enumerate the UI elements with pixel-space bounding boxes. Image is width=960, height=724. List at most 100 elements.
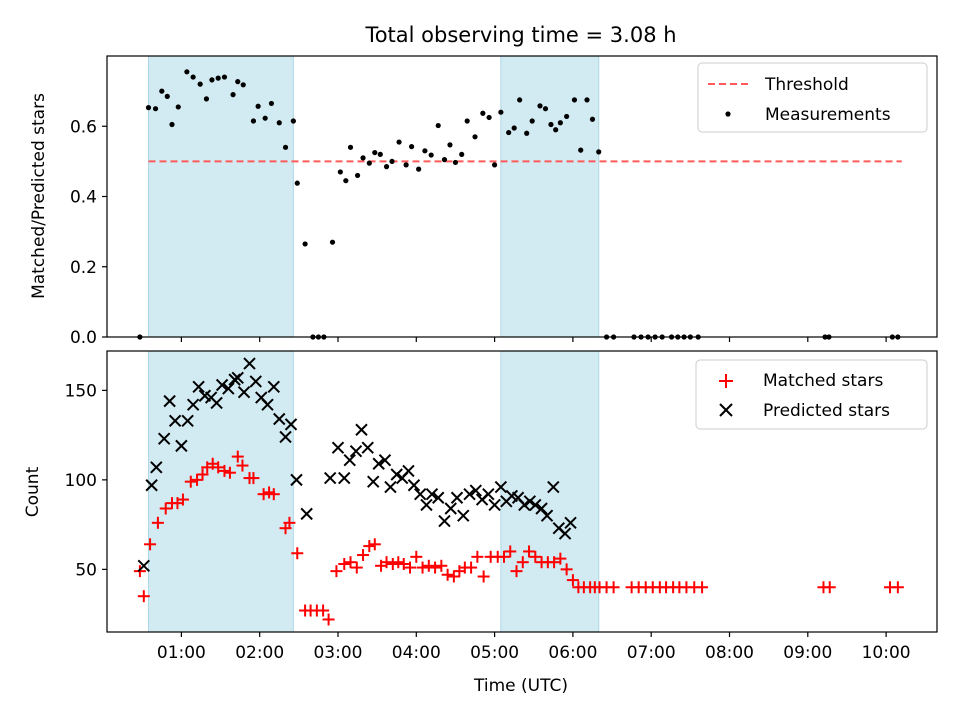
predicted-star-point [529,498,542,512]
measurement-point [250,118,257,124]
legend-threshold-label: Threshold [764,75,849,95]
measurement-point [197,81,203,87]
measurement-point [255,103,261,109]
x-tick-label: 01:00 [157,643,206,663]
measurement-point [337,169,343,175]
x-tick-label: 06:00 [548,643,597,663]
predicted-star-point [137,559,151,572]
predicted-star-point [175,439,188,453]
predicted-star-point [157,432,171,445]
measurement-point [480,110,486,116]
top-y-tick-label: 0.6 [70,117,97,137]
x-tick-label: 10:00 [862,643,911,663]
top-y-tick-label: 0.0 [70,328,97,348]
predicted-star-point [338,471,351,485]
top-legend: Threshold Measurements [697,62,928,133]
measurement-point [184,69,190,75]
predicted-star-point [300,507,313,521]
predicted-star-point [463,487,476,501]
x-tick-label: 07:00 [627,643,676,663]
predicted-star-point [231,371,244,385]
measurement-point [282,144,289,150]
measurement-point [447,142,453,148]
measurement-point [152,106,159,112]
measurement-point [537,103,543,109]
bottom-legend-box [695,359,928,430]
matched-star-point [435,559,448,572]
matched-star-point [236,459,249,472]
measurement-point [290,118,296,124]
matched-star-point [410,550,423,563]
predicted-stars-series [137,357,577,572]
measurement-point [372,149,378,156]
matched-star-point [231,450,244,463]
measurement-point [548,121,554,128]
bottom-x-ticks: 01:00 02:00 03:00 04:00 05:00 06:00 07:00 08:00… [157,632,911,663]
bottom-legend: Matched stars Predicted stars [695,359,928,430]
matched-star-point [380,556,393,569]
measurement-point [366,160,372,166]
measurement-point [164,93,170,99]
matched-star-point [133,565,146,578]
measurement-point [441,157,448,163]
predicted-star-point [273,412,286,426]
measurement-point [159,88,165,94]
predicted-star-point [267,380,280,394]
measurement-point [584,97,590,103]
measurement-point [416,166,422,172]
predicted-star-point [279,430,292,444]
predicted-star-point [414,487,427,501]
matched-star-point [523,545,536,558]
matched-star-point [447,570,460,583]
predicted-star-point [215,378,229,392]
measurement-point [377,151,383,157]
predicted-star-point [168,414,182,428]
measurement-point [230,92,236,98]
predicted-star-point [540,509,554,522]
matched-star-point [196,468,209,481]
top-y-tick-label: 0.4 [70,188,97,208]
predicted-star-point [343,453,356,467]
matched-star-point [218,464,231,477]
predicted-star-point [450,491,464,504]
matched-star-point [416,561,429,574]
measurement-point [435,122,441,129]
predicted-star-point [535,502,548,515]
matched-star-point [344,556,357,569]
measurement-point [145,105,152,111]
predicted-star-point [249,375,262,388]
measurement-point [302,241,308,247]
predicted-star-point [564,516,577,530]
measurement-point [403,162,409,168]
matched-star-point [357,549,370,562]
matched-star-point [386,557,399,570]
measurement-point [221,74,228,80]
predicted-star-point [482,487,495,501]
bottom-y-tick-label: 50 [75,560,97,580]
matched-star-point [504,545,517,558]
measurement-point [452,159,459,166]
x-tick-label: 02:00 [235,643,284,663]
measurement-point [329,239,336,245]
measurement-point [553,127,559,133]
matched-star-point [392,556,405,569]
matched-star-point [510,565,523,578]
measurement-point [262,115,268,121]
predicted-star-point [407,479,421,492]
matched-star-point [823,581,836,594]
matched-star-point [247,472,260,485]
legend-measurements-swatch [725,111,731,117]
measurement-point [347,144,354,150]
matched-star-point [144,538,157,551]
predicted-star-point [518,498,531,512]
bottom-y-tick-label: 100 [65,471,97,491]
predicted-star-point [192,380,205,394]
predicted-star-point [488,498,501,512]
predicted-star-point [438,514,451,528]
predicted-star-point [349,445,363,458]
matched-star-point [322,613,335,626]
legend-predicted-label: Predicted stars [763,401,890,421]
matched-star-point [350,561,363,574]
x-tick-label: 04:00 [392,643,441,663]
x-axis-label: Time (UTC) [473,676,568,696]
